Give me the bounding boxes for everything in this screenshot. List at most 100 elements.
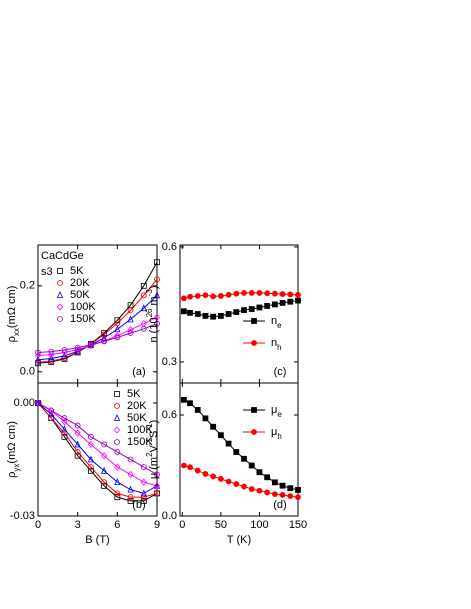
data-point <box>34 355 42 363</box>
x-tick-label: 0 <box>35 519 41 531</box>
data-point <box>74 429 81 437</box>
data-point <box>225 291 232 298</box>
data-point <box>61 351 68 359</box>
legend-label: 100K <box>127 424 153 436</box>
data-point <box>127 330 134 337</box>
data-point <box>140 494 147 501</box>
data-point <box>114 449 121 455</box>
data-point <box>101 331 108 338</box>
legend-label: 100K <box>70 301 96 313</box>
series-line <box>37 402 158 502</box>
data-point <box>127 307 134 314</box>
y-axis-label: n (1026 m-3) <box>145 285 160 342</box>
y-tick-label: 0.0 <box>20 366 35 378</box>
data-point <box>233 309 240 315</box>
data-point <box>87 455 95 463</box>
panel-label: (a) <box>132 366 145 378</box>
data-point <box>140 325 147 332</box>
plot-frame <box>37 382 158 517</box>
data-point <box>74 449 81 455</box>
legend-marker <box>114 403 120 409</box>
data-point <box>127 498 134 504</box>
data-point <box>154 490 160 497</box>
y-axis-label: ρxx(mΩ cm) <box>6 286 21 343</box>
series-line <box>183 465 299 498</box>
annotation: CaCdGe <box>41 250 84 262</box>
data-point <box>241 483 247 490</box>
data-point <box>154 471 160 478</box>
y-tick-label: -0.03 <box>10 510 35 522</box>
data-point <box>256 469 263 476</box>
legend-label-part: e <box>277 410 282 419</box>
data-point <box>225 311 232 317</box>
legend-marker <box>251 429 257 435</box>
y-axis-label-part: yx <box>12 464 21 472</box>
data-point <box>87 467 94 474</box>
data-point <box>48 410 55 418</box>
data-point <box>114 334 121 341</box>
series-line <box>183 292 299 299</box>
plot-frame <box>37 244 158 384</box>
data-point <box>48 406 55 415</box>
legend-label: μh <box>271 426 282 441</box>
data-point <box>114 317 121 324</box>
legend-label-part: h <box>277 432 281 441</box>
data-point <box>217 432 224 439</box>
legend-label: 5K <box>127 388 141 400</box>
x-tick-label: 100 <box>250 519 268 531</box>
data-point <box>248 290 255 296</box>
data-point <box>295 494 301 501</box>
legend-marker <box>114 439 120 445</box>
series-line <box>37 279 158 363</box>
data-point <box>74 345 81 354</box>
legend-marker <box>114 391 120 397</box>
y-axis-label-part: xx <box>12 328 21 336</box>
x-tick-label: 150 <box>289 519 307 531</box>
data-point <box>74 422 81 429</box>
data-point <box>153 291 161 299</box>
data-point <box>154 259 160 266</box>
panel: 0.00 -0.030 3 6 9 B (T) ρyx(mΩ cm) (b) <box>6 382 160 546</box>
legend-label-part: μ <box>271 426 277 438</box>
legend-marker <box>57 280 63 286</box>
data-point <box>256 304 263 311</box>
data-point <box>127 494 134 501</box>
data-point <box>101 482 108 489</box>
data-point <box>180 308 187 315</box>
data-point <box>210 313 217 320</box>
data-point <box>180 396 187 403</box>
data-point <box>74 344 81 351</box>
data-point <box>61 433 68 440</box>
data-point <box>217 476 224 482</box>
panel-label: (b) <box>132 499 145 511</box>
data-point <box>248 306 255 312</box>
data-point <box>210 423 217 430</box>
data-point <box>264 489 271 496</box>
data-point <box>287 298 294 305</box>
data-point <box>180 295 187 302</box>
data-point <box>202 292 209 299</box>
legend-marker <box>56 291 64 298</box>
data-point <box>287 485 294 492</box>
data-point <box>48 415 55 421</box>
data-point <box>127 456 134 463</box>
data-point <box>101 441 108 448</box>
data-point <box>217 313 224 319</box>
data-point <box>87 440 94 449</box>
data-point <box>87 341 94 350</box>
plot-frame <box>179 382 299 517</box>
series-line <box>37 316 158 356</box>
legend-label: 20K <box>70 277 90 289</box>
data-point <box>61 430 68 437</box>
data-point <box>34 399 42 407</box>
data-point <box>114 478 121 485</box>
data-point <box>279 482 286 489</box>
data-point <box>61 415 68 421</box>
data-point <box>87 341 94 348</box>
series-line <box>37 323 158 353</box>
legend-label-part: e <box>277 321 282 330</box>
x-tick-label: 9 <box>154 519 160 531</box>
x-axis-label: T (K) <box>227 534 251 546</box>
legend-label: 150K <box>70 313 96 325</box>
